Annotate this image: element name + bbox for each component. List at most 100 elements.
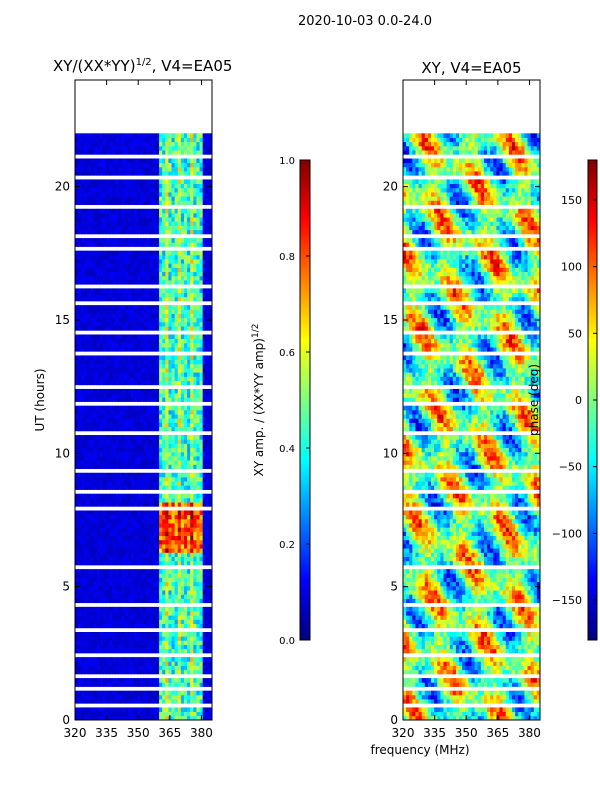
left-heatmap-cell — [96, 409, 101, 415]
left-heatmap-cell — [146, 510, 151, 516]
left-heatmap-cell — [165, 292, 169, 298]
left-heatmap-cell — [127, 292, 132, 298]
left-heatmap-cell — [187, 259, 191, 264]
left-heatmap-cell — [93, 573, 98, 578]
left-heatmap-cell — [143, 363, 148, 369]
left-heatmap-cell — [143, 372, 148, 377]
left-heatmap-cell — [165, 476, 169, 482]
left-heatmap-cell — [87, 280, 91, 285]
left-heatmap-cell — [124, 514, 129, 520]
left-heatmap-cell — [183, 460, 188, 465]
left-heatmap-cell — [208, 414, 212, 419]
left-heatmap-cell — [155, 179, 160, 185]
left-heatmap-cell — [149, 661, 154, 666]
left-heatmap-cell — [165, 267, 169, 273]
left-heatmap-cell — [90, 657, 95, 662]
left-heatmap-cell — [165, 556, 169, 562]
left-heatmap-cell — [106, 192, 110, 197]
left-heatmap-cell — [193, 192, 197, 197]
left-heatmap-cell — [112, 422, 116, 428]
left-heatmap-cell — [93, 640, 98, 645]
left-heatmap-cell — [93, 527, 98, 532]
left-heatmap-cell — [155, 451, 160, 457]
left-heatmap-cell — [190, 544, 194, 549]
left-heatmap-cell — [183, 598, 188, 604]
left-heatmap-cell — [112, 271, 116, 277]
left-heatmap-cell — [121, 347, 126, 352]
left-heatmap-cell — [75, 447, 79, 453]
left-heatmap-cell — [174, 464, 179, 469]
left-heatmap-cell — [99, 259, 104, 264]
left-heatmap-cell — [103, 275, 107, 281]
left-heatmap-cell — [140, 225, 144, 231]
left-heatmap-cell — [162, 292, 166, 298]
left-heatmap-cell — [152, 221, 157, 226]
left-heatmap-cell — [109, 363, 113, 369]
left-heatmap-cell — [134, 690, 138, 696]
left-heatmap-cell — [199, 661, 204, 666]
left-heatmap-cell — [106, 288, 110, 293]
left-heatmap-cell — [106, 150, 110, 155]
left-heatmap-cell — [168, 707, 172, 713]
left-heatmap-cell — [127, 573, 132, 578]
left-heatmap-cell — [168, 548, 172, 553]
left-heatmap-cell — [99, 485, 104, 490]
left-heatmap-cell — [183, 263, 188, 268]
left-heatmap-cell — [199, 158, 204, 164]
left-heatmap-cell — [174, 221, 179, 226]
left-heatmap-cell — [193, 259, 197, 264]
left-heatmap-cell — [87, 393, 91, 398]
left-heatmap-cell — [75, 619, 79, 625]
left-heatmap-cell — [140, 376, 144, 381]
left-heatmap-cell — [124, 699, 129, 704]
left-heatmap-cell — [177, 422, 182, 428]
left-heatmap-cell — [159, 548, 163, 553]
left-heatmap-cell — [118, 321, 123, 327]
left-heatmap-cell — [193, 200, 197, 205]
left-heatmap-cell — [165, 715, 169, 720]
left-heatmap-cell — [171, 192, 176, 197]
left-heatmap-cell — [159, 376, 163, 381]
left-heatmap-cell — [84, 309, 88, 314]
left-heatmap-cell — [159, 317, 163, 323]
left-heatmap-cell — [96, 485, 101, 490]
left-heatmap-cell — [75, 611, 79, 616]
left-heatmap-cell — [109, 183, 113, 189]
left-heatmap-cell — [165, 531, 169, 537]
left-heatmap-cell — [121, 456, 126, 461]
left-heatmap-cell — [127, 280, 132, 285]
left-heatmap-cell — [84, 405, 88, 411]
left-heatmap-cell — [121, 476, 126, 482]
left-heatmap-cell — [149, 497, 154, 503]
left-heatmap-cell — [152, 531, 157, 537]
left-heatmap-cell — [103, 238, 107, 243]
left-heatmap-cell — [99, 313, 104, 319]
left-heatmap-cell — [146, 435, 151, 440]
left-heatmap-cell — [121, 418, 126, 423]
left-heatmap-cell — [75, 342, 79, 348]
left-heatmap-cell — [177, 560, 182, 566]
left-heatmap-cell — [115, 657, 119, 662]
left-heatmap-cell — [149, 347, 154, 352]
left-heatmap-cell — [177, 259, 182, 264]
left-heatmap-cell — [75, 250, 79, 256]
left-heatmap-cell — [190, 166, 194, 172]
left-heatmap-cell — [177, 678, 182, 683]
left-heatmap-cell — [155, 573, 160, 578]
left-heatmap-cell — [193, 275, 197, 281]
left-heatmap-cell — [115, 464, 119, 469]
left-heatmap-cell — [196, 166, 200, 172]
left-heatmap-cell — [174, 259, 179, 264]
left-heatmap-cell — [115, 636, 119, 641]
left-heatmap-cell — [131, 669, 135, 675]
left-heatmap-cell — [81, 200, 85, 205]
left-heatmap-cell — [137, 267, 141, 273]
left-heatmap-cell — [131, 476, 135, 482]
left-heatmap-cell — [205, 242, 210, 247]
left-heatmap-cell — [152, 464, 157, 469]
left-heatmap-cell — [112, 544, 116, 549]
left-heatmap-cell — [103, 623, 107, 629]
left-heatmap-cell — [174, 435, 179, 440]
left-heatmap-cell — [155, 242, 160, 247]
left-heatmap-cell — [115, 485, 119, 490]
